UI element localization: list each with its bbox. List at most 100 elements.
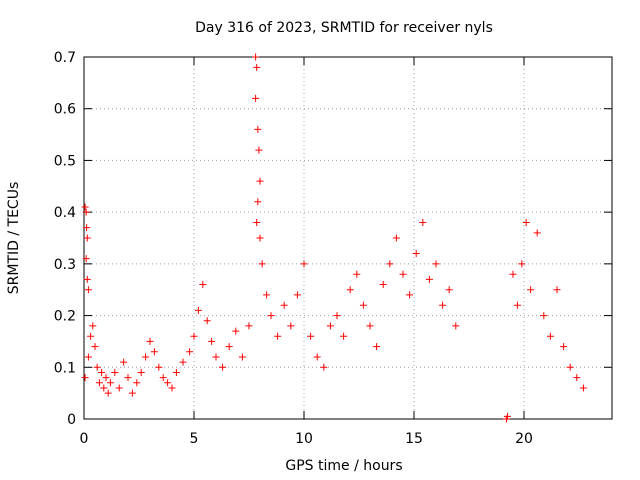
data-point <box>93 363 101 371</box>
data-point <box>263 291 271 299</box>
data-point <box>560 343 568 351</box>
data-point <box>100 384 108 392</box>
data-point <box>333 312 341 320</box>
data-point <box>219 363 227 371</box>
data-point <box>179 358 187 366</box>
data-point <box>81 374 89 382</box>
data-point <box>212 353 220 361</box>
data-point <box>225 343 233 351</box>
y-tick-label: 0.3 <box>54 257 76 273</box>
data-point <box>199 281 207 289</box>
data-point <box>102 374 110 382</box>
data-point <box>84 286 92 294</box>
x-axis-title: GPS time / hours <box>285 458 402 474</box>
data-point <box>120 358 128 366</box>
data-point <box>579 384 587 392</box>
data-point <box>392 234 400 242</box>
data-point <box>256 177 264 185</box>
y-tick-label: 0.1 <box>54 360 76 376</box>
data-point <box>256 234 264 242</box>
y-tick-label: 0.5 <box>54 153 76 169</box>
data-point <box>254 125 262 133</box>
data-point <box>190 332 198 340</box>
data-point <box>419 218 427 226</box>
y-tick-label: 0.6 <box>54 102 76 118</box>
y-axis-title: SRMTID / TECUs <box>6 182 22 295</box>
data-point <box>124 374 132 382</box>
plot-frame <box>83 56 613 420</box>
data-point <box>98 368 106 376</box>
data-point <box>146 337 154 345</box>
data-point <box>128 389 136 397</box>
data-point <box>566 363 574 371</box>
chart-title: Day 316 of 2023, SRMTID for receiver nyl… <box>195 20 493 36</box>
data-point <box>546 332 554 340</box>
data-point <box>82 255 90 263</box>
data-point <box>168 384 176 392</box>
data-point <box>83 275 91 283</box>
data-point <box>386 260 394 268</box>
data-point <box>81 203 89 211</box>
data-point <box>399 270 407 278</box>
data-point <box>452 322 460 330</box>
data-point <box>573 374 581 382</box>
y-tick-label: 0 <box>67 412 76 428</box>
data-point <box>155 363 163 371</box>
y-tick-label: 0.7 <box>54 50 76 66</box>
data-point <box>164 379 172 387</box>
data-point <box>353 270 361 278</box>
data-point <box>445 286 453 294</box>
data-point <box>522 218 530 226</box>
points <box>81 53 587 423</box>
data-point <box>203 317 211 325</box>
y-tick-label: 0.4 <box>54 205 76 221</box>
data-point <box>83 234 91 242</box>
data-point <box>313 353 321 361</box>
data-point <box>280 301 288 309</box>
data-point <box>504 412 511 420</box>
data-point <box>253 218 261 226</box>
data-point <box>83 224 91 232</box>
data-point <box>540 312 548 320</box>
data-point <box>255 146 263 154</box>
data-point <box>111 368 119 376</box>
data-point <box>253 63 261 71</box>
data-point <box>425 275 433 283</box>
data-point <box>300 260 308 268</box>
data-point <box>252 94 260 102</box>
data-point <box>307 332 315 340</box>
data-point <box>115 384 123 392</box>
data-point <box>366 322 374 330</box>
data-point <box>91 343 99 351</box>
data-point <box>172 368 180 376</box>
data-point <box>527 286 535 294</box>
data-point <box>326 322 334 330</box>
data-point <box>245 322 253 330</box>
x-tick-label: 20 <box>515 431 533 447</box>
data-point <box>150 348 158 356</box>
data-point <box>208 337 216 345</box>
data-point <box>293 291 301 299</box>
x-tick-label: 10 <box>295 431 313 447</box>
data-point <box>133 379 141 387</box>
data-point <box>533 229 541 237</box>
data-point <box>137 368 145 376</box>
data-point <box>89 322 97 330</box>
data-point <box>359 301 367 309</box>
data-point <box>509 270 517 278</box>
data-point <box>106 379 114 387</box>
data-point <box>186 348 194 356</box>
data-point <box>159 374 167 382</box>
data-point <box>254 198 262 206</box>
data-point <box>518 260 526 268</box>
data-point <box>232 327 240 335</box>
data-point <box>513 301 521 309</box>
data-point <box>412 250 420 258</box>
x-tick-label: 5 <box>190 431 199 447</box>
data-point <box>553 286 561 294</box>
data-point <box>439 301 447 309</box>
data-point <box>87 332 95 340</box>
data-point <box>267 312 275 320</box>
y-tick-label: 0.2 <box>54 309 76 325</box>
